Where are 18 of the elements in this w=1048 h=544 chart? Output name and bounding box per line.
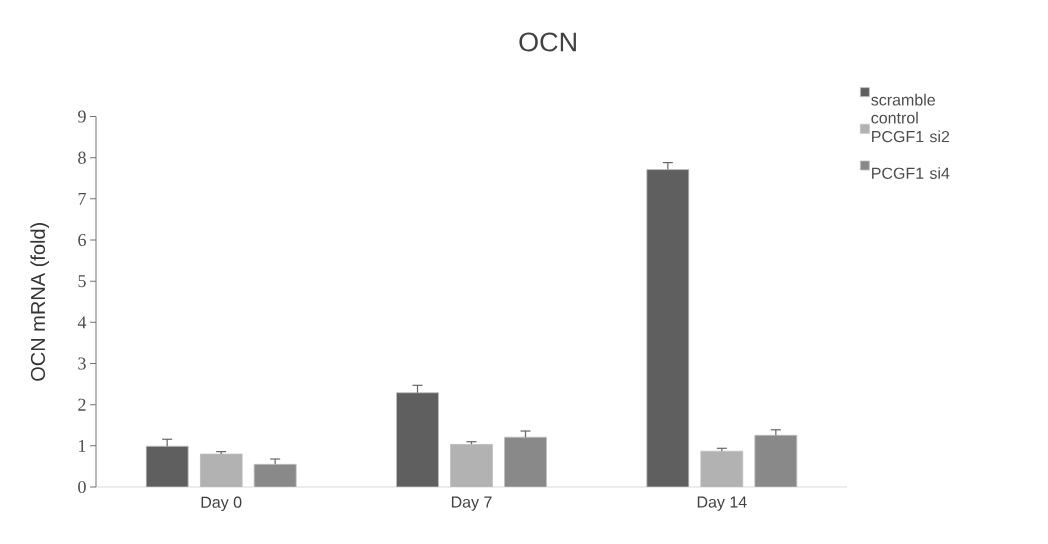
legend-label: PCGF1 si2	[872, 130, 950, 143]
y-tick-label: 0	[78, 480, 86, 494]
y-tick-label: 3	[78, 357, 86, 370]
y-tick-label: 8	[78, 151, 86, 164]
y-tick-label: 7	[78, 192, 86, 205]
chart-title: OCN	[519, 32, 576, 52]
x-tick-label: Day 14	[697, 496, 747, 511]
y-tick-label: 5	[78, 275, 86, 288]
y-tick-label: 9	[78, 110, 86, 123]
x-tick-label: Day 7	[451, 496, 492, 511]
legend-label: PCGF1 si4	[872, 167, 950, 179]
y-tick-label: 4	[77, 316, 87, 329]
y-axis-title: OCN mRNA (fold)	[30, 223, 49, 381]
legend-label: scramble control	[871, 93, 935, 124]
y-tick-label: 1	[79, 439, 86, 452]
y-tick-label: 2	[78, 398, 86, 411]
y-tick-label: 6	[78, 233, 86, 247]
x-tick-label: Day 0	[201, 496, 242, 512]
